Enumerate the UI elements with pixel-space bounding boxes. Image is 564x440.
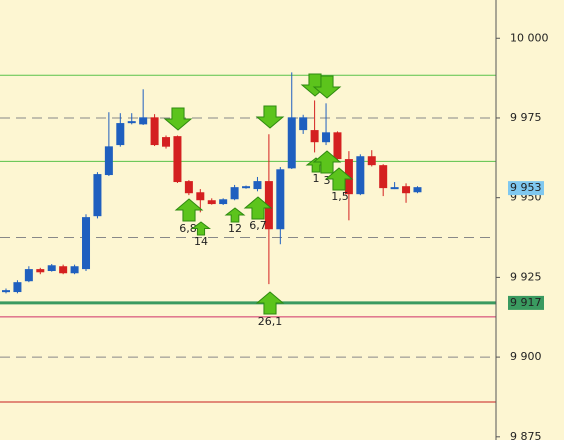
price-label: 9 953 <box>510 181 542 194</box>
signal-label: 26,1 <box>258 315 283 328</box>
candle-body <box>24 269 33 282</box>
signal-label: 12 <box>228 222 242 235</box>
signal-arrow <box>163 107 193 131</box>
signal-label: 3 <box>324 174 331 187</box>
candle-body <box>127 121 136 124</box>
candle-body <box>242 186 251 189</box>
candle-body <box>2 290 10 293</box>
price-label-box <box>508 295 544 310</box>
candle-body <box>13 282 22 293</box>
candle-body <box>59 266 68 274</box>
candle-body <box>379 165 388 189</box>
candle-body <box>36 269 45 273</box>
candle-body <box>162 137 171 147</box>
candle-body <box>390 187 399 190</box>
candle-body <box>322 132 331 143</box>
candle-body <box>116 123 125 146</box>
candle-body <box>276 169 285 230</box>
candle-body <box>93 174 102 217</box>
candle-body <box>253 181 262 190</box>
candle-body <box>333 132 342 160</box>
candle-body <box>196 192 205 201</box>
signal-arrow <box>191 221 211 236</box>
signal-arrow <box>255 105 285 129</box>
y-tick-label: 9 900 <box>510 350 542 363</box>
candle-body <box>219 199 228 205</box>
candle-body <box>287 117 296 169</box>
y-tick-label: 10 000 <box>510 31 549 44</box>
candle-body <box>207 200 216 205</box>
candle-body <box>310 130 319 143</box>
signal-arrow <box>174 198 204 222</box>
price-label: 9 917 <box>510 296 542 309</box>
candle-body <box>139 117 148 125</box>
signal-arrow <box>312 75 342 99</box>
candle-body <box>356 156 365 195</box>
candle-body <box>230 187 239 200</box>
candle-body <box>173 136 182 183</box>
y-tick-label: 9 925 <box>510 270 542 283</box>
candle-body <box>47 265 56 272</box>
y-tick-label: 9 975 <box>510 111 542 124</box>
signal-label: 6,8 <box>179 222 197 235</box>
candle-body <box>82 217 91 270</box>
candle-body <box>367 156 376 166</box>
candle-body <box>150 117 159 146</box>
candle-body <box>184 181 193 194</box>
signal-arrow <box>312 150 342 174</box>
signal-arrow <box>243 196 273 220</box>
candle-body <box>413 187 422 193</box>
signal-arrow <box>255 291 285 315</box>
signal-label: 14 <box>194 235 208 248</box>
price-label-box <box>508 181 544 196</box>
signal-label: 1 <box>313 172 320 185</box>
candle-body <box>402 186 411 194</box>
candle-body <box>299 117 308 131</box>
y-tick-label: 9 875 <box>510 430 542 440</box>
candle-body <box>70 266 79 274</box>
candle-body <box>104 146 113 176</box>
signal-arrow <box>324 167 354 191</box>
signal-label: 1,5 <box>331 190 349 203</box>
signal-arrow <box>224 207 246 223</box>
candle-body <box>264 181 273 230</box>
signal-label: 6,7 <box>249 219 267 232</box>
